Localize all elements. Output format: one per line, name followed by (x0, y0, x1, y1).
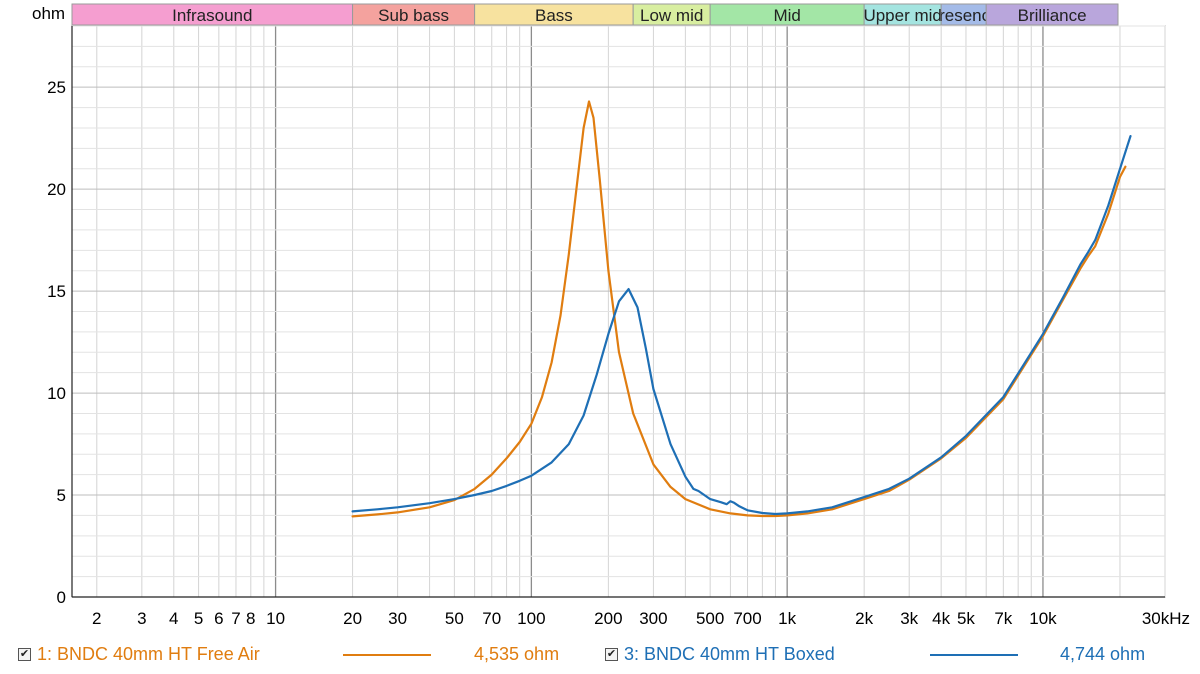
frequency-bands: Infrasound Sub bass Bass Low mid Mid Upper mi… (71, 3, 1119, 26)
x-tick-label: 3 (137, 609, 146, 628)
y-tick-label: 5 (57, 486, 66, 505)
y-tick-label: 20 (47, 180, 66, 199)
band-0: Infrasound (71, 3, 354, 26)
legend: ✔ 1: BNDC 40mm HT Free Air 4,535 ohm ✔ 3: BN… (0, 640, 1200, 670)
axes: ohm (32, 4, 1165, 598)
y-tick-label: 25 (47, 78, 66, 97)
x-tick-label: 70 (482, 609, 501, 628)
y-tick-label: 15 (47, 282, 66, 301)
band-label: Infrasound (172, 6, 252, 25)
band-2: Bass (474, 3, 634, 26)
impedance-chart: Infrasound Sub bass Bass Low mid Mid Upper mi… (32, 3, 1190, 628)
band-label: Mid (773, 6, 800, 25)
band-1: Sub bass (352, 3, 476, 26)
band-3: Low mid (632, 3, 711, 26)
series-line-1 (351, 100, 1127, 518)
band-label: Sub bass (378, 6, 449, 25)
x-tick-label: 5 (194, 609, 203, 628)
x-tick-label: 50 (445, 609, 464, 628)
x-tick-label: 700 (733, 609, 761, 628)
grid-lines (72, 25, 1166, 598)
band-label: Bass (535, 6, 573, 25)
x-tick-label: 5k (957, 609, 975, 628)
legend-checkbox[interactable]: ✔ (18, 648, 31, 661)
band-4: Mid (709, 3, 865, 26)
legend-checkbox[interactable]: ✔ (605, 648, 618, 661)
legend-line-swatch (930, 654, 1018, 656)
x-tick-label: 1k (778, 609, 796, 628)
x-tick-label: 300 (639, 609, 667, 628)
x-tick-label: 20 (343, 609, 362, 628)
band-label: Brilliance (1018, 6, 1087, 25)
legend-item-2[interactable]: ✔ 3: BNDC 40mm HT Boxed (605, 644, 835, 665)
y-axis-label: ohm (32, 4, 65, 23)
x-tick-labels: 2 3 4 5 6 7 8 10 20 30 50 70 100 200 300 500 700 1k 2k 3k 4k… (92, 609, 1190, 628)
x-tick-label: 10k (1029, 609, 1057, 628)
x-tick-label: 4k (932, 609, 950, 628)
band-label: Presence (928, 6, 1000, 25)
band-label: Upper mid (863, 6, 941, 25)
x-tick-label: 30 (388, 609, 407, 628)
x-tick-label: 500 (696, 609, 724, 628)
legend-item-1[interactable]: ✔ 1: BNDC 40mm HT Free Air (18, 644, 260, 665)
x-tick-label: 100 (517, 609, 545, 628)
series-line-2 (351, 135, 1132, 516)
legend-line-swatch (343, 654, 431, 656)
x-tick-label: 30kHz (1142, 609, 1190, 628)
legend-series-name: 3: BNDC 40mm HT Boxed (624, 644, 835, 664)
legend-value: 4,744 ohm (1060, 644, 1146, 664)
band-rect (985, 3, 1119, 26)
legend-value: 4,535 ohm (474, 644, 560, 664)
series-lines (351, 100, 1132, 518)
y-tick-label: 0 (57, 588, 66, 607)
x-tick-label: 7 (231, 609, 240, 628)
x-tick-label: 2k (855, 609, 873, 628)
x-tick-label: 200 (594, 609, 622, 628)
x-tick-label: 4 (169, 609, 178, 628)
band-7: Brilliance (985, 3, 1119, 26)
y-tick-labels: 0 5 10 15 20 25 (47, 78, 66, 607)
x-tick-label: 6 (214, 609, 223, 628)
y-tick-label: 10 (47, 384, 66, 403)
band-label: Low mid (640, 6, 703, 25)
legend-series-name: 1: BNDC 40mm HT Free Air (37, 644, 260, 664)
x-tick-label: 3k (900, 609, 918, 628)
band-5: Upper mid (863, 3, 942, 26)
x-tick-label: 10 (266, 609, 285, 628)
x-tick-label: 2 (92, 609, 101, 628)
x-tick-label: 7k (994, 609, 1012, 628)
x-tick-label: 8 (246, 609, 255, 628)
